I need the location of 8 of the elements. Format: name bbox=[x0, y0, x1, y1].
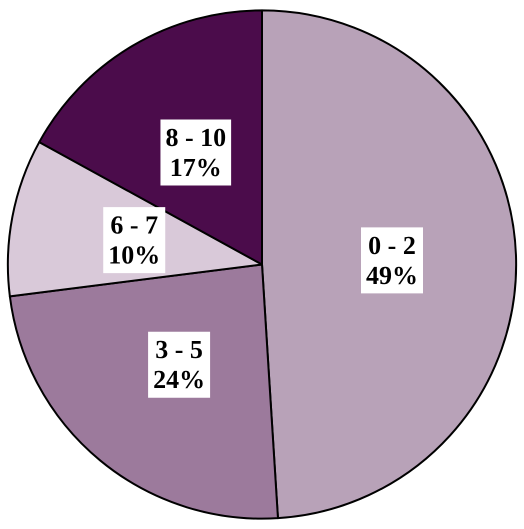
data-label: 17% bbox=[170, 153, 222, 182]
slice-label: 3 - 5 bbox=[155, 335, 203, 364]
data-label: 10% bbox=[108, 240, 160, 270]
slice-label: 8 - 10 bbox=[165, 123, 226, 152]
slice-label: 6 - 7 bbox=[110, 210, 158, 240]
data-label: 49% bbox=[366, 260, 418, 290]
data-label: 24% bbox=[153, 365, 206, 394]
slice-label: 0 - 2 bbox=[368, 230, 416, 260]
